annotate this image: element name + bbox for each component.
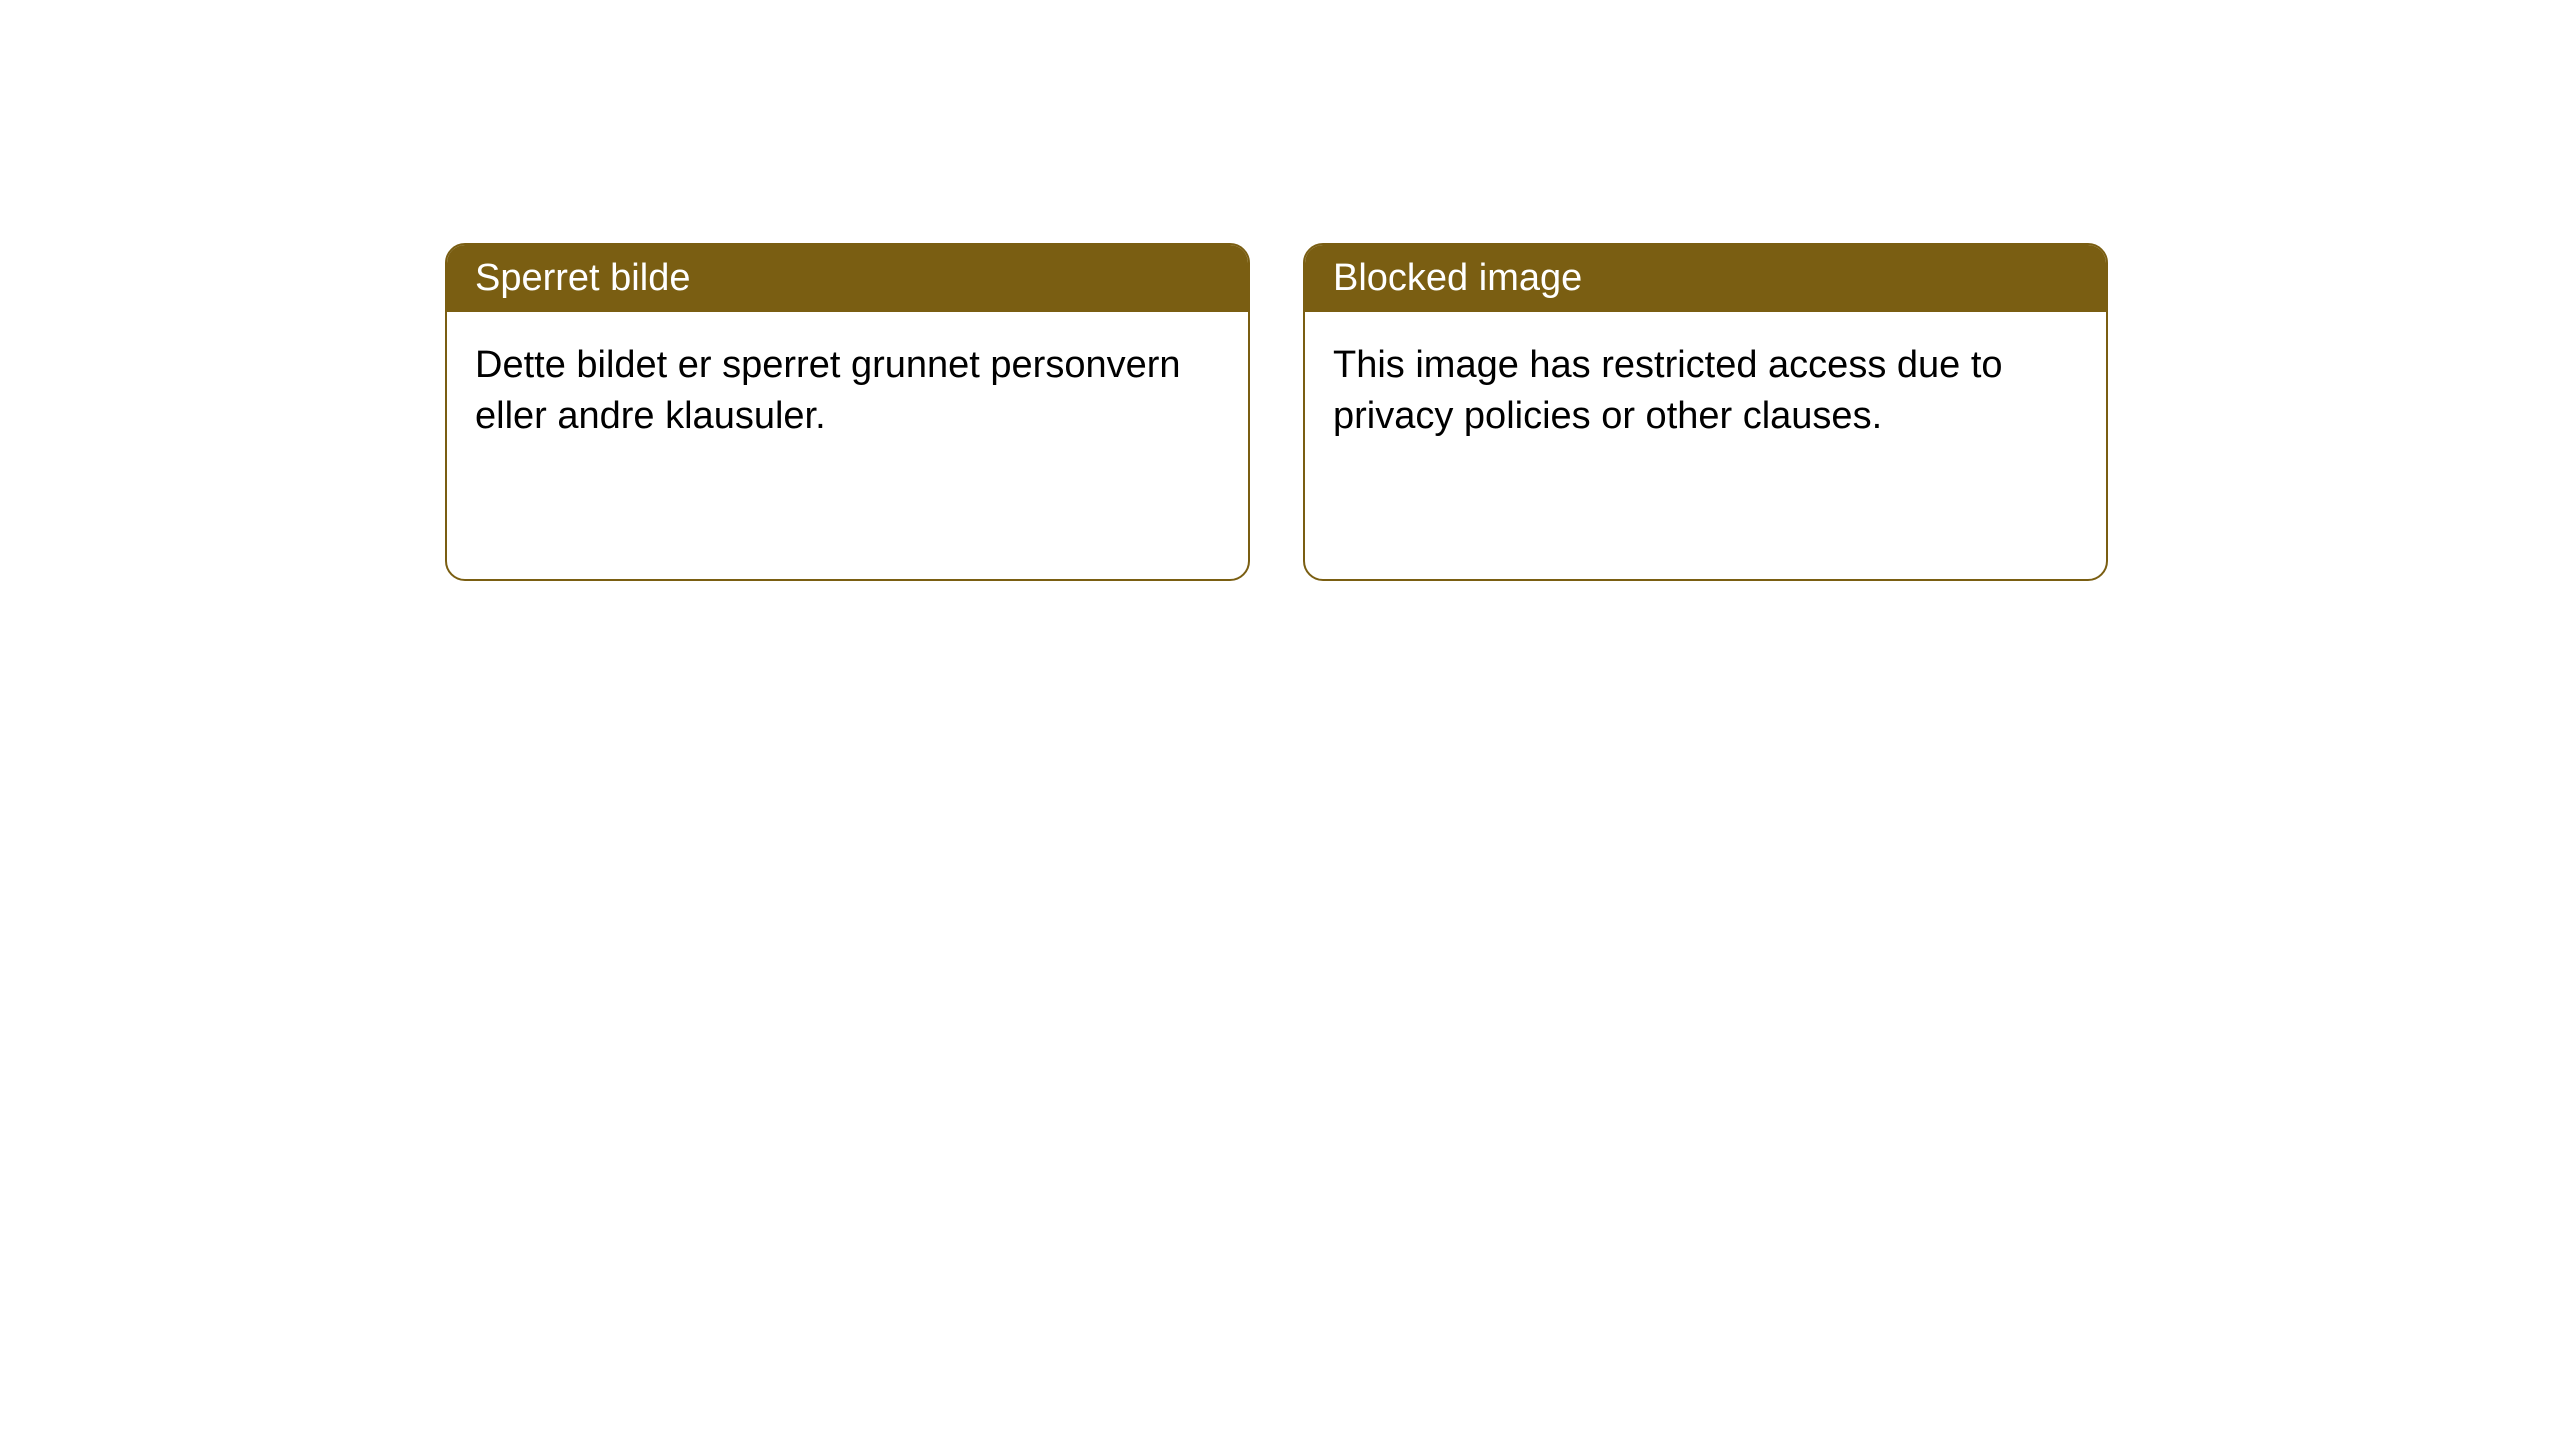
notice-card-english: Blocked image This image has restricted …: [1303, 243, 2108, 581]
card-body: This image has restricted access due to …: [1305, 312, 2106, 471]
card-body-text: Dette bildet er sperret grunnet personve…: [475, 344, 1181, 437]
card-body-text: This image has restricted access due to …: [1333, 344, 2003, 437]
card-body: Dette bildet er sperret grunnet personve…: [447, 312, 1248, 471]
notice-card-norwegian: Sperret bilde Dette bildet er sperret gr…: [445, 243, 1250, 581]
card-header: Sperret bilde: [447, 245, 1248, 312]
card-header: Blocked image: [1305, 245, 2106, 312]
card-title: Sperret bilde: [475, 257, 690, 299]
notice-cards-container: Sperret bilde Dette bildet er sperret gr…: [0, 0, 2560, 581]
card-title: Blocked image: [1333, 257, 1582, 299]
